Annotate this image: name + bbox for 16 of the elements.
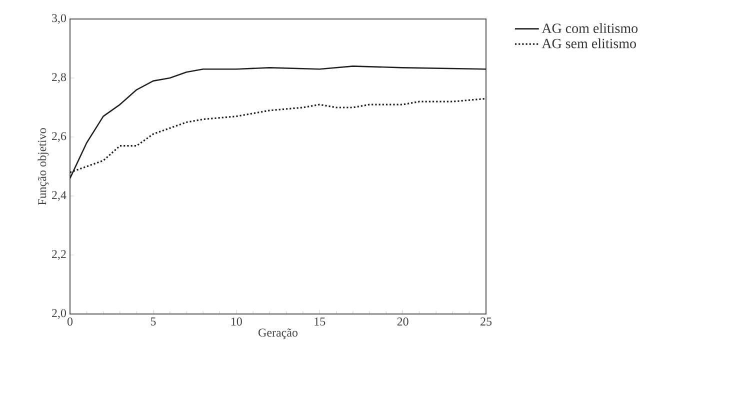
y-tick-label: 2,6	[52, 132, 66, 142]
x-tick-label: 20	[397, 318, 408, 326]
x-tick-label: 0	[67, 318, 73, 326]
y-axis-title: Função objetivo	[38, 128, 49, 205]
x-tick-label: 5	[150, 318, 156, 326]
x-tick-label: 10	[231, 318, 242, 326]
y-tick-label: 2,8	[52, 73, 66, 83]
legend-label: AG sem elitismo	[542, 38, 636, 48]
y-tick-label: 2,0	[52, 309, 66, 319]
y-tick-label: 2,2	[52, 250, 66, 260]
x-tick-label: 15	[314, 318, 326, 326]
y-tick-label: 2,4	[52, 191, 66, 201]
x-axis-title: Geração	[258, 328, 298, 340]
legend-label: AG com elitismo	[542, 23, 638, 34]
x-tick-label: 25	[480, 318, 492, 326]
y-tick-label: 3,0	[52, 14, 66, 24]
